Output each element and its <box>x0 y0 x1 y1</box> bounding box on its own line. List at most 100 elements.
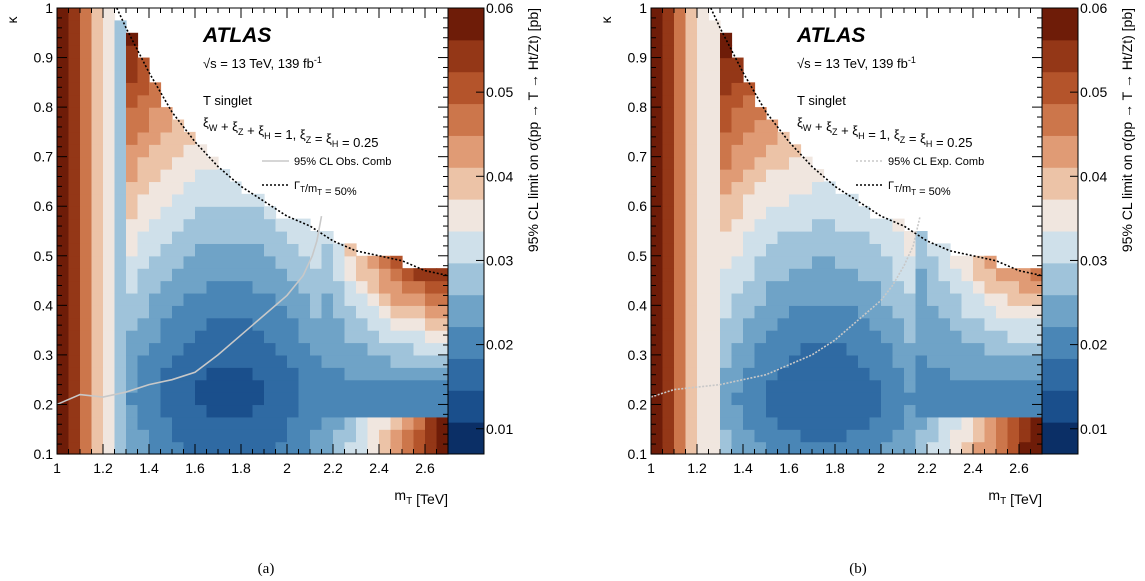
x-tick-label: 2.4 <box>369 460 389 476</box>
heatmap-cell <box>160 255 173 269</box>
heatmap-cell <box>287 243 300 257</box>
heatmap-cell <box>229 193 242 207</box>
heatmap-cell <box>160 429 173 443</box>
heatmap-cell <box>927 441 940 455</box>
heatmap-cell <box>183 131 196 145</box>
heatmap-cell <box>651 156 664 170</box>
heatmap-cell <box>344 392 357 406</box>
heatmap-cell <box>904 268 917 282</box>
heatmap-cell <box>662 392 675 406</box>
heatmap-cell <box>114 243 127 257</box>
heatmap-cell <box>126 342 139 356</box>
heatmap-cell <box>103 292 116 306</box>
heatmap-cell <box>114 268 127 282</box>
heatmap-cell <box>103 45 116 59</box>
heatmap-cell <box>697 206 710 220</box>
heatmap-cell <box>344 305 357 319</box>
heatmap-cell <box>938 305 951 319</box>
heatmap-cell <box>425 429 438 443</box>
heatmap-cell <box>662 231 675 244</box>
heatmap-cell <box>984 280 997 294</box>
heatmap-cell <box>754 392 767 406</box>
heatmap-cell <box>126 404 139 418</box>
heatmap-cell <box>57 94 70 108</box>
heatmap-cell <box>777 429 790 443</box>
heatmap-cell <box>68 268 81 282</box>
heatmap-cell <box>973 441 986 455</box>
heatmap-cell <box>402 268 415 282</box>
heatmap-cell <box>1019 392 1032 406</box>
heatmap-cell <box>662 169 675 183</box>
heatmap-cell <box>973 330 986 344</box>
heatmap-cell <box>708 131 721 145</box>
heatmap-cell <box>915 379 928 393</box>
heatmap-cell <box>80 69 93 83</box>
heatmap-cell <box>195 292 208 306</box>
heatmap-cell <box>766 330 779 344</box>
y-axis-a: 0.10.20.30.40.50.60.70.80.91 <box>34 0 448 462</box>
heatmap-cell <box>195 392 208 406</box>
heatmap-cell <box>126 131 139 145</box>
heatmap-cell <box>823 255 836 269</box>
heatmap-cell <box>413 354 426 368</box>
heatmap-cell <box>697 367 710 381</box>
heatmap-cell <box>720 404 733 418</box>
heatmap-cell <box>298 280 311 294</box>
heatmap-cell <box>137 416 150 430</box>
heatmap-cell <box>708 243 721 257</box>
heatmap-cell <box>927 416 940 430</box>
heatmap-cell <box>823 243 836 257</box>
y-tick-label: 0.5 <box>34 248 54 264</box>
heatmap-cell <box>1019 354 1032 368</box>
heatmap-cell <box>800 156 813 170</box>
heatmap-cell <box>321 367 334 381</box>
heatmap-cell <box>275 280 288 294</box>
heatmap-cell <box>287 354 300 368</box>
heatmap-cell <box>766 317 779 331</box>
heatmap-cell <box>777 156 790 170</box>
heatmap-cell <box>892 218 905 232</box>
heatmap-cell <box>800 169 813 183</box>
heatmap-cell <box>218 317 231 331</box>
heatmap-cell <box>651 57 664 71</box>
heatmap-cell <box>344 416 357 430</box>
heatmap-cell <box>252 268 265 282</box>
heatmap-cell <box>298 305 311 319</box>
heatmap-cell <box>984 441 997 455</box>
heatmap-cell <box>685 416 698 430</box>
heatmap-cell <box>651 82 664 96</box>
heatmap-cell <box>858 392 871 406</box>
heatmap-cell <box>869 243 882 257</box>
heatmap-cell <box>183 218 196 232</box>
heatmap-cell <box>938 429 951 443</box>
heatmap-cell <box>708 181 721 195</box>
heatmap-cell <box>766 131 779 145</box>
heatmap-cell <box>720 441 733 455</box>
heatmap-cell <box>57 107 70 121</box>
heatmap-cell <box>904 231 917 244</box>
heatmap-cell <box>195 206 208 220</box>
heatmap-cell <box>973 379 986 393</box>
heatmap-cell <box>708 317 721 331</box>
heatmap-cell <box>229 243 242 257</box>
heatmap-cell <box>812 441 825 455</box>
heatmap-cell <box>984 416 997 430</box>
heatmap-cell <box>869 330 882 344</box>
heatmap-cell <box>206 156 219 170</box>
heatmap-cell <box>938 243 951 257</box>
heatmap-cell <box>743 354 756 368</box>
heatmap-cell <box>321 305 334 319</box>
heatmap-cell <box>662 354 675 368</box>
heatmap-cell <box>1007 342 1020 356</box>
heatmap-cell <box>80 193 93 207</box>
heatmap-cell <box>425 305 438 319</box>
heatmap-cell <box>674 181 687 195</box>
heatmap-cell <box>996 379 1009 393</box>
heatmap-cell <box>57 354 70 368</box>
heatmap-cell <box>915 416 928 430</box>
heatmap-cell <box>160 193 173 207</box>
heatmap-cell <box>436 292 449 306</box>
heatmap-cell <box>68 243 81 257</box>
heatmap-cell <box>697 193 710 207</box>
heatmap-cell <box>183 342 196 356</box>
